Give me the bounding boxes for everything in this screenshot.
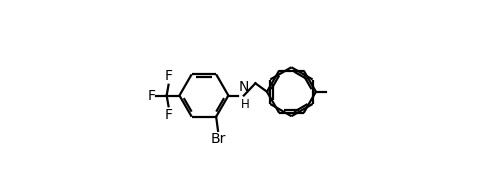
Text: F: F [164,69,172,83]
Text: F: F [148,88,155,103]
Text: Br: Br [210,132,225,146]
Text: H: H [241,98,249,111]
Text: F: F [164,108,172,122]
Text: N: N [238,80,248,94]
